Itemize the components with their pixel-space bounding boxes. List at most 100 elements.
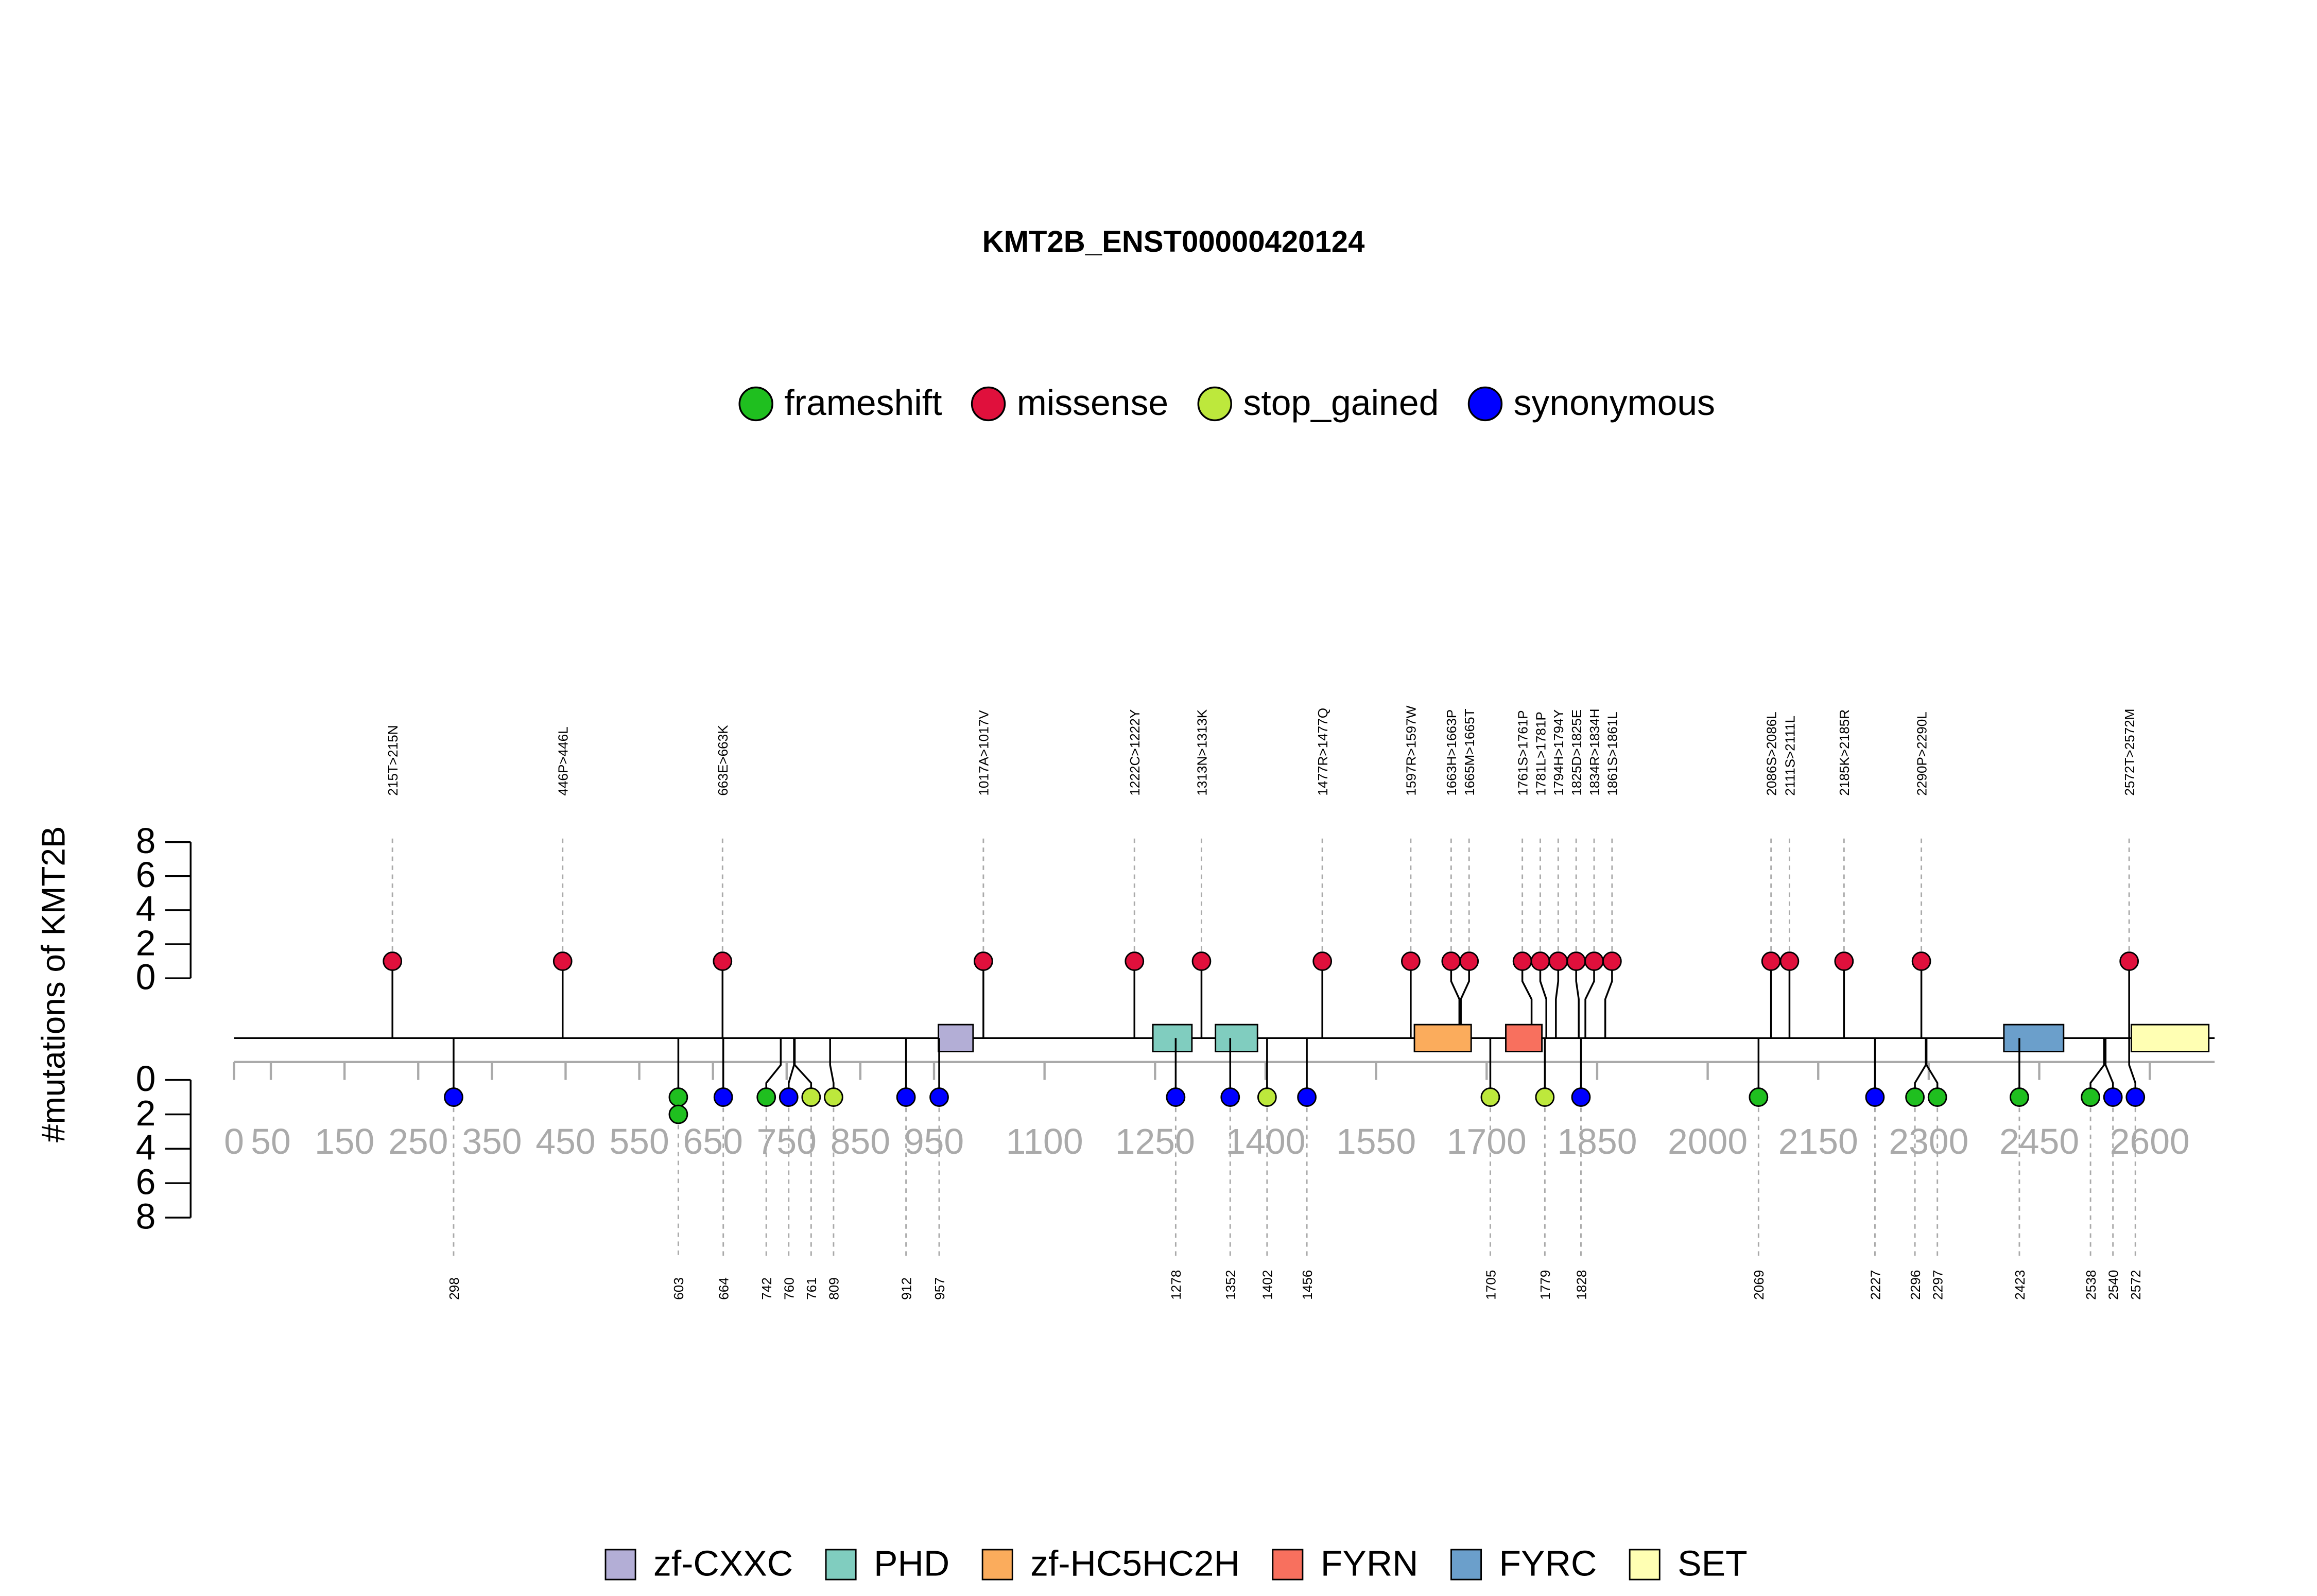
mutation-label: 1278 xyxy=(1168,1270,1184,1300)
mutation-label: 603 xyxy=(671,1277,686,1300)
mutation-label: 809 xyxy=(826,1277,842,1300)
mutation-point xyxy=(779,1087,799,1107)
x-tick-label: 850 xyxy=(831,1121,890,1161)
mutation-point xyxy=(1535,1087,1555,1107)
mutation-point xyxy=(444,1087,463,1107)
mutation-label: 298 xyxy=(446,1277,462,1300)
mutation-label: 760 xyxy=(782,1277,797,1300)
x-tick-label: 1400 xyxy=(1225,1121,1305,1161)
mutation-label: 2227 xyxy=(1868,1270,1883,1300)
mutation-point xyxy=(896,1087,916,1107)
mutation-label: 1834R>1834H xyxy=(1587,708,1602,795)
mutation-label: 1705 xyxy=(1483,1270,1498,1300)
lollipop-stem xyxy=(1555,961,1560,1038)
mutation-point xyxy=(1749,1087,1769,1107)
lollipop-stem xyxy=(1584,961,1595,1038)
lollipop-stem xyxy=(1575,961,1580,1038)
mutation-label: 1761S>1761P xyxy=(1515,710,1530,795)
mutation-point xyxy=(1191,951,1212,971)
x-tick-label: 350 xyxy=(462,1121,522,1161)
legend-marker xyxy=(1197,386,1232,422)
mutation-point xyxy=(1865,1087,1885,1107)
x-tick-label: 1550 xyxy=(1336,1121,1416,1161)
x-tick-label: 250 xyxy=(388,1121,448,1161)
mutation-point xyxy=(2010,1087,2029,1107)
legend-label: SET xyxy=(1678,1543,1748,1583)
mutation-point xyxy=(2125,1087,2146,1107)
mutation-point xyxy=(1761,951,1781,971)
mutation-point xyxy=(1441,951,1461,971)
legend-swatch xyxy=(825,1549,857,1581)
mutation-point xyxy=(1602,951,1622,971)
mutation-point xyxy=(668,1104,688,1124)
legend-label: FYRN xyxy=(1321,1543,1419,1583)
legend-swatch xyxy=(1450,1549,1482,1581)
y-tick-label: 8 xyxy=(136,821,156,861)
mutation-point xyxy=(1905,1087,1925,1107)
mutation-point xyxy=(1571,1087,1591,1107)
x-tick-label: 450 xyxy=(535,1121,595,1161)
mutation-point xyxy=(1512,951,1532,971)
mutation-point xyxy=(2103,1087,2123,1107)
mutation-point xyxy=(1312,951,1333,971)
mutation-label: 742 xyxy=(759,1277,774,1300)
domain xyxy=(1505,1023,1543,1052)
x-tick-label: 650 xyxy=(683,1121,743,1161)
mutation-point xyxy=(824,1087,843,1107)
mutation-label: 2297 xyxy=(1930,1270,1946,1300)
mutation-label: 2290P>2290L xyxy=(1914,712,1929,795)
mutation-point xyxy=(1548,951,1568,971)
legend-swatch xyxy=(981,1549,1013,1581)
mutation-label: 1779 xyxy=(1537,1270,1553,1300)
mutation-point xyxy=(1480,1087,1500,1107)
x-tick-label: 150 xyxy=(315,1121,374,1161)
mutation-point xyxy=(713,951,733,971)
legend-swatch xyxy=(1272,1549,1304,1581)
legend-label: zf-HC5HC2H xyxy=(1030,1543,1240,1583)
mutation-point xyxy=(713,1087,733,1107)
domain xyxy=(2003,1023,2065,1052)
legend-marker xyxy=(738,386,773,422)
mutation-label: 2538 xyxy=(2083,1270,2099,1300)
mutation-point xyxy=(801,1087,821,1107)
y-tick-label: 4 xyxy=(136,1127,156,1168)
mutation-point xyxy=(1257,1087,1277,1107)
mutation-legend: frameshift missense stop_gained synonymous xyxy=(738,383,1715,423)
x-tick-label: 950 xyxy=(904,1121,964,1161)
y-tick-label: 8 xyxy=(136,1196,156,1236)
mutation-label: 1402 xyxy=(1260,1270,1275,1300)
y-tick-label: 2 xyxy=(136,923,156,963)
lollipop-stem xyxy=(1604,961,1613,1038)
domain xyxy=(1152,1023,1193,1052)
mutation-point xyxy=(1584,951,1604,971)
mutation-point xyxy=(1125,951,1145,971)
mutation-label: 957 xyxy=(932,1277,947,1300)
mutation-label: 1794H>1794Y xyxy=(1551,709,1566,796)
x-tick-label: 2600 xyxy=(2110,1121,2190,1161)
legend-label: PHD xyxy=(874,1543,949,1583)
mutation-label: 1663H>1663P xyxy=(1444,709,1459,796)
legend-marker xyxy=(1467,386,1503,422)
mutation-label: 2086S>2086L xyxy=(1763,712,1779,795)
mutation-label: 1222C>1222Y xyxy=(1127,709,1143,796)
legend-label: stop_gained xyxy=(1243,383,1439,423)
mutation-label: 2069 xyxy=(1751,1270,1767,1300)
chart-title: KMT2B_ENST00000420124 xyxy=(982,225,1365,258)
domain xyxy=(2131,1023,2210,1052)
x-tick-label: 50 xyxy=(251,1121,291,1161)
x-tick-label: 1100 xyxy=(1006,1121,1083,1161)
mutation-point xyxy=(2119,951,2139,971)
domain xyxy=(938,1023,974,1052)
mutation-point xyxy=(1530,951,1550,971)
x-tick-label: 2300 xyxy=(1889,1121,1968,1161)
legend-swatch xyxy=(1629,1549,1661,1581)
mutation-label: 1665M>1665T xyxy=(1462,708,1477,795)
mutation-point xyxy=(1459,951,1479,971)
legend-swatch xyxy=(604,1549,636,1581)
x-tick-label: 2000 xyxy=(1668,1121,1748,1161)
x-tick-label: 2450 xyxy=(1999,1121,2079,1161)
mutation-label: 2423 xyxy=(2012,1270,2028,1300)
lollipop-stem xyxy=(1521,961,1533,1038)
